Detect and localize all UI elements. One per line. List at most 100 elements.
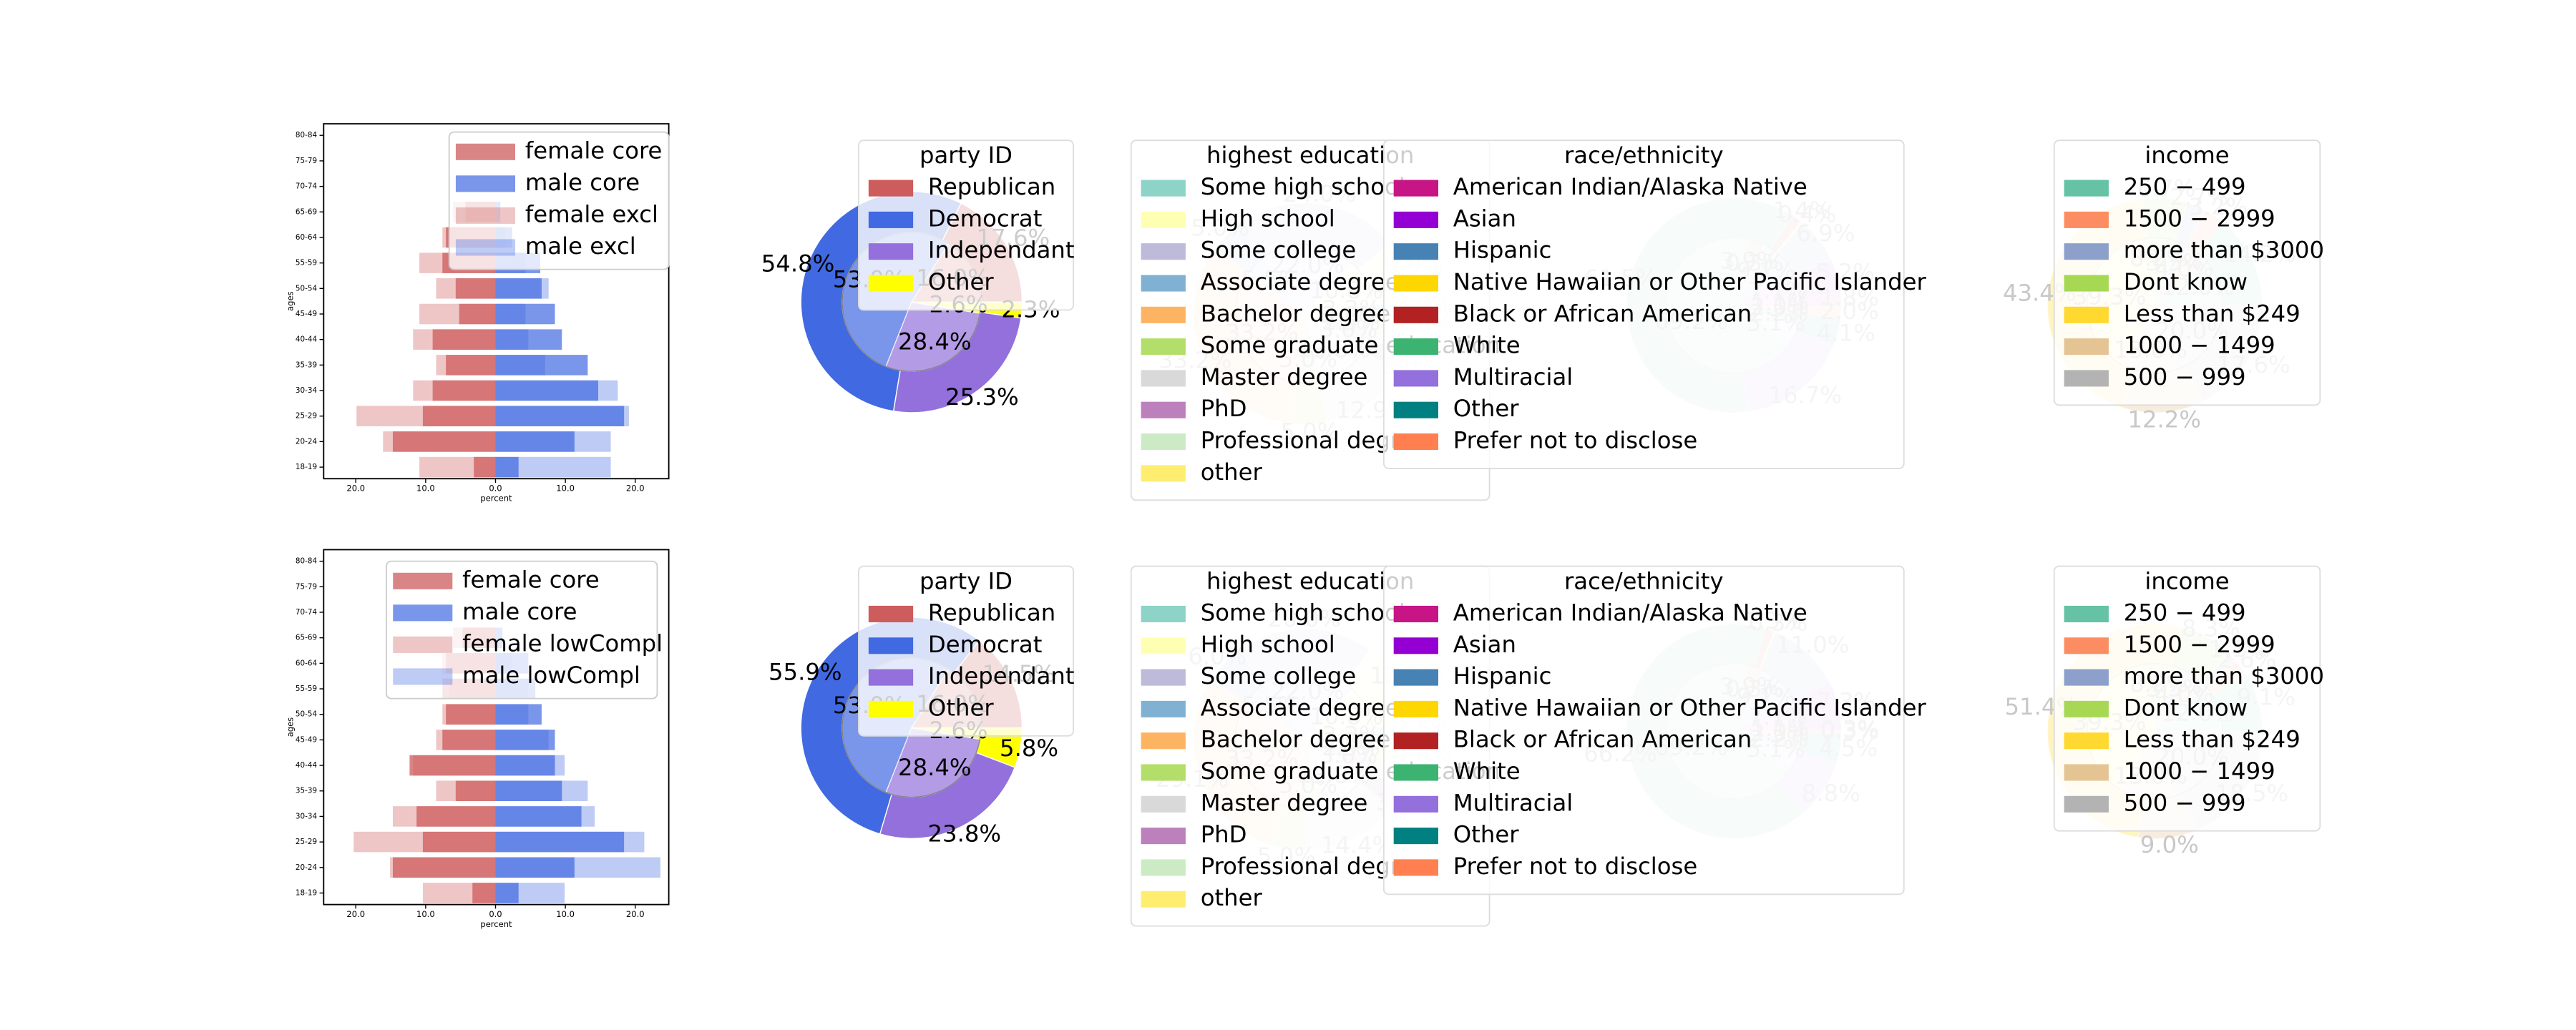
bar (392, 431, 496, 452)
legend-swatch (1393, 338, 1438, 355)
bar (495, 431, 611, 452)
bar (495, 780, 588, 802)
bar (436, 355, 496, 376)
bar (495, 730, 555, 750)
legend-swatch (393, 572, 453, 589)
bar (495, 380, 599, 401)
legend-label: Hispanic (1453, 237, 1552, 264)
legend-swatch (868, 243, 914, 260)
bar (495, 329, 529, 350)
legend-swatch (1393, 828, 1438, 845)
legend-label: Prefer not to disclose (1453, 853, 1697, 880)
legend-swatch (1141, 859, 1186, 876)
legend-swatch (393, 668, 453, 685)
legend-label: male core (462, 598, 577, 625)
y-axis-label: ages (286, 717, 296, 737)
legend-title: race/ethnicity (1564, 142, 1724, 169)
legend-swatch (868, 669, 914, 686)
legend-swatch (1393, 605, 1438, 622)
bar (392, 857, 496, 878)
x-tick-label: 20.0 (346, 484, 365, 494)
y-tick-label: 55-59 (296, 685, 317, 693)
legend-swatch (1393, 669, 1438, 686)
legend-swatch (1141, 306, 1186, 323)
legend-label: female lowCompl (462, 629, 663, 657)
legend-box (386, 560, 658, 700)
legend-label: Republican (928, 599, 1055, 626)
legend-swatch (1141, 243, 1186, 260)
legend-label: Some high school (1201, 173, 1405, 200)
bar (446, 355, 496, 376)
legend-swatch (2064, 732, 2109, 750)
axes-frame (323, 549, 670, 906)
bar (353, 831, 496, 853)
legend-swatch (1393, 243, 1438, 260)
y-tick-label: 20-24 (296, 437, 318, 446)
legend-label: 250 − 499 (2124, 599, 2246, 626)
legend-swatch (1141, 180, 1186, 197)
bar (495, 883, 565, 903)
y-tick-label: 75-79 (296, 157, 317, 165)
bar (495, 857, 660, 878)
bar (495, 730, 549, 750)
bar (390, 857, 496, 878)
bar (495, 406, 629, 426)
legend-label: High school (1201, 205, 1335, 232)
bar (413, 380, 496, 401)
legend-title: party ID (919, 568, 1013, 595)
bar (495, 456, 519, 478)
bar (495, 806, 582, 827)
bar (442, 704, 496, 725)
legend-swatch (455, 175, 515, 192)
y-tick-label: 60-64 (296, 233, 318, 242)
legend-title: income (2145, 142, 2229, 169)
legend-label: 1000 − 1499 (2124, 332, 2275, 359)
legend-label: PhD (1201, 821, 1247, 848)
bar (356, 406, 496, 426)
y-tick-label: 70-74 (296, 182, 318, 191)
legend-swatch (1141, 211, 1186, 228)
legend-label: female excl (525, 200, 658, 227)
bar (416, 806, 496, 827)
y-tick-label: 50-54 (296, 284, 318, 293)
legend-swatch (1141, 401, 1186, 418)
legend-box (2053, 139, 2321, 406)
legend-label: White (1453, 332, 1521, 359)
legend-swatch (2064, 180, 2109, 197)
legend-label: Other (928, 694, 994, 721)
legend-swatch (2064, 370, 2109, 387)
bar (495, 704, 529, 725)
y-tick-label: 18-19 (296, 463, 317, 471)
y-tick-label: 45-49 (296, 310, 317, 318)
bar (472, 883, 496, 903)
legend-swatch (2064, 605, 2109, 622)
legend-label: Republican (928, 173, 1055, 200)
legend-swatch (2064, 338, 2109, 355)
legend-swatch (1141, 275, 1186, 292)
pie-value-label: 25.3% (945, 383, 1019, 411)
bar (432, 329, 496, 350)
legend-swatch (868, 275, 914, 292)
legend-label: 1000 − 1499 (2124, 757, 2275, 785)
legend-label: Less than $249 (2124, 300, 2301, 327)
y-tick-label: 35-39 (296, 787, 317, 795)
bar (495, 806, 595, 827)
legend-label: Independant (928, 662, 1075, 690)
legend-title: race/ethnicity (1564, 568, 1724, 595)
legend-label: Native Hawaiian or Other Pacific Islande… (1453, 268, 1927, 295)
bar (495, 355, 588, 376)
legend-swatch (1393, 433, 1438, 451)
x-tick-label: 10.0 (416, 484, 435, 494)
legend-label: Master degree (1201, 363, 1368, 391)
y-tick-label: 55-59 (296, 259, 317, 268)
legend-swatch (1393, 795, 1438, 813)
pie-value-label: 23.8% (927, 820, 1001, 847)
legend-label: more than $3000 (2124, 237, 2324, 264)
legend-label: Democrat (928, 205, 1042, 232)
legend-label: other (1201, 884, 1263, 911)
y-tick-label: 18-19 (296, 888, 317, 897)
y-tick-label: 75-79 (296, 582, 317, 591)
x-tick-label: 20.0 (626, 909, 645, 919)
bar (422, 406, 496, 426)
legend-box (2053, 565, 2321, 832)
